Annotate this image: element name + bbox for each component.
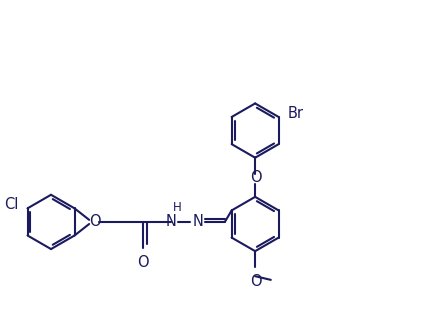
Text: O: O (251, 274, 262, 289)
Text: Br: Br (288, 106, 304, 121)
Text: H: H (173, 201, 182, 214)
Text: O: O (138, 255, 149, 270)
Text: N: N (192, 215, 203, 229)
Text: Cl: Cl (4, 197, 18, 212)
Text: O: O (90, 215, 101, 229)
Text: O: O (251, 169, 262, 185)
Text: N: N (165, 215, 176, 229)
